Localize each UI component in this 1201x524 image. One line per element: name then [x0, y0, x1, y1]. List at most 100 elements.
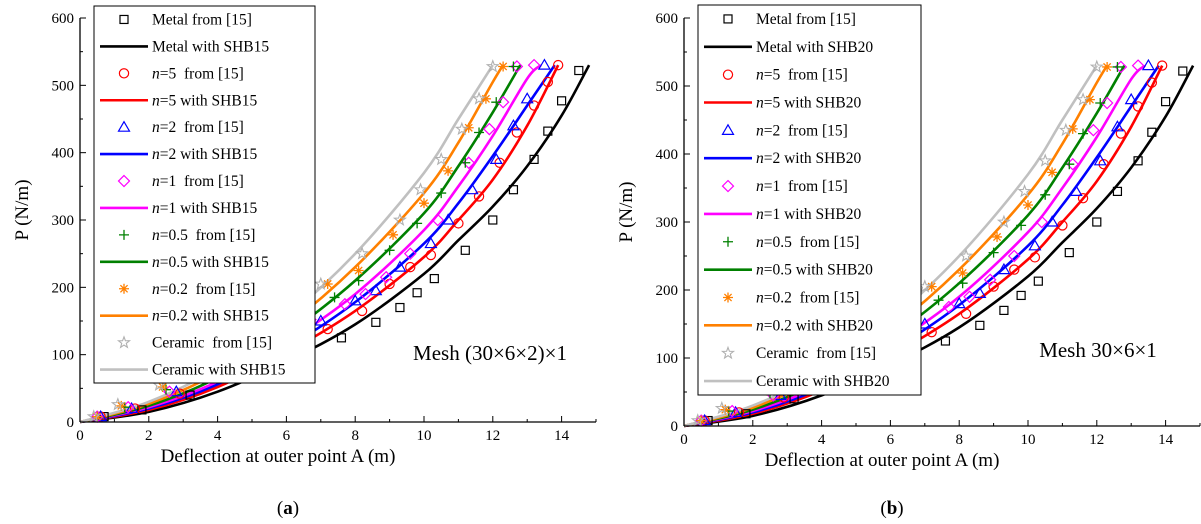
data-point: [1016, 290, 1026, 301]
data-point: [1147, 127, 1157, 137]
legend-label-rest: =1 from [15]: [160, 173, 244, 190]
data-point: [1146, 77, 1158, 88]
legend-label-rest: =5 with SHB20: [764, 95, 862, 112]
panel-label-letter: b: [887, 498, 898, 519]
legend-label: n=5 from [15]: [152, 65, 244, 82]
data-point: [527, 58, 541, 72]
data-point: [741, 409, 751, 419]
data-point: [988, 247, 999, 258]
data-point: [1093, 154, 1107, 166]
legend-n-italic: n: [152, 173, 160, 190]
data-point: [1009, 264, 1020, 275]
data-point: [474, 127, 485, 138]
data-point: [185, 390, 195, 400]
legend-label-rest: =0.5 with SHB15: [160, 254, 269, 271]
legend-label: n=5 from [15]: [756, 67, 848, 84]
data-point: [157, 381, 168, 392]
panel-label-open: (: [277, 498, 283, 519]
legend-label-rest: =0.5 from [15]: [160, 227, 256, 244]
data-point: [940, 336, 951, 346]
legend-label-rest: =0.2 with SHB15: [160, 308, 269, 325]
chart-panel-a: 0 2 4 6 8 10 12 14 0 100 200 300 400 500 600 Deflection…: [12, 5, 597, 519]
data-point: [963, 290, 976, 304]
legend-label-rest: =0.5 with SHB20: [764, 262, 873, 279]
data-point: [975, 320, 985, 330]
x-tick-label: 2: [145, 428, 153, 444]
data-point: [1078, 128, 1089, 139]
x-tick-label: 12: [485, 428, 500, 444]
data-point: [384, 245, 395, 256]
data-point: [1033, 276, 1043, 286]
legend-box: [697, 4, 922, 396]
mesh-annotation: Mesh 30×6×1: [1039, 338, 1157, 362]
y-tick-label: 200: [52, 280, 75, 296]
y-tick-label: 500: [656, 79, 679, 95]
data-point: [359, 287, 372, 301]
data-point: [329, 292, 340, 303]
x-tick-label: 8: [955, 432, 963, 448]
legend-label: Ceramic with SHB15: [152, 362, 286, 379]
data-point: [436, 188, 447, 199]
data-point: [434, 151, 449, 166]
y-tick-label: 400: [656, 147, 679, 163]
legend-marker: [721, 179, 735, 193]
legend-n-italic: n: [152, 92, 160, 109]
data-point: [137, 405, 147, 415]
data-point: [1133, 156, 1143, 166]
mesh-annotation: Mesh (30×6×2)×1: [413, 341, 567, 365]
legend-n-italic: n: [152, 119, 160, 136]
data-point: [431, 213, 445, 227]
data-point: [952, 296, 966, 309]
data-point: [1132, 101, 1144, 112]
data-point: [454, 121, 469, 136]
x-tick-label: 2: [749, 432, 757, 448]
data-point: [116, 400, 127, 411]
legend-label: n=1 from [15]: [152, 173, 244, 190]
data-point: [1141, 58, 1155, 71]
y-tick-label: 0: [671, 419, 679, 435]
legend-label: n=2 from [15]: [756, 122, 848, 139]
data-point: [1075, 92, 1091, 106]
legend-n-italic: n: [756, 234, 764, 251]
legend-label-rest: =2 from [15]: [160, 119, 244, 136]
data-point: [720, 404, 731, 415]
data-point: [1077, 192, 1089, 204]
data-point: [957, 268, 968, 278]
legend-label-rest: =0.2 from [15]: [160, 281, 256, 298]
legend-n-italic: n: [152, 227, 160, 244]
legend-label-rest: =0.2 from [15]: [764, 290, 860, 307]
legend-marker: [117, 174, 131, 188]
data-point: [1047, 167, 1058, 178]
series-line: [79, 64, 560, 424]
x-tick-label: 0: [76, 428, 84, 444]
legend-label: n=1 with SHB20: [756, 206, 861, 223]
x-tick-label: 8: [351, 428, 359, 444]
data-point: [556, 96, 567, 106]
legend-marker: [118, 68, 130, 79]
legend-label-rest: =0.2 with SHB20: [764, 317, 873, 334]
data-point: [508, 185, 519, 195]
data-point: [1115, 128, 1127, 139]
x-tick-label: 10: [417, 428, 432, 444]
data-point: [369, 284, 383, 296]
legend-label: n=5 with SHB15: [152, 92, 257, 109]
data-point: [1156, 60, 1168, 71]
legend-n-italic: n: [756, 262, 764, 279]
data-point: [1124, 92, 1138, 105]
x-tick-label: 10: [1021, 432, 1036, 448]
legend-label: n=5 with SHB20: [756, 95, 861, 112]
legend-marker: [116, 335, 132, 349]
y-tick-label: 400: [52, 146, 75, 162]
data-point: [395, 302, 405, 313]
legend-marker: [119, 14, 129, 25]
series-markers: [703, 66, 1188, 426]
y-tick-label: 200: [656, 283, 679, 299]
legend-label-rest: =2 with SHB20: [764, 150, 862, 167]
legend-label: n=2 with SHB20: [756, 150, 861, 167]
chart-panel-b: 0 2 4 6 8 10 12 14 0 100 200 300 400 500 600 Deflection…: [616, 4, 1201, 519]
data-point: [1160, 97, 1171, 107]
legend-label: n=2 from [15]: [152, 119, 244, 136]
legend-label: Ceramic from [15]: [756, 345, 876, 362]
panel-label: (a): [277, 498, 299, 519]
